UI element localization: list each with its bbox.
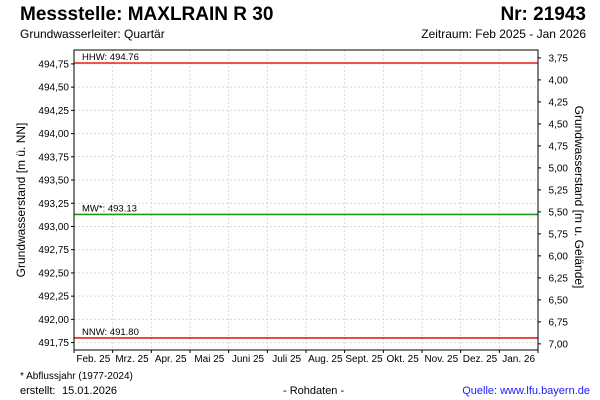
y-tick-label: 494,00: [38, 129, 69, 140]
y2-tick-label: 3,75: [549, 53, 569, 64]
page-title: Messstelle: MAXLRAIN R 30: [20, 4, 274, 25]
y2-tick-label: 5,25: [549, 185, 569, 196]
y2-tick-label: 6,75: [549, 317, 569, 328]
x-tick-label: Juni 25: [232, 354, 265, 365]
x-tick-label: Feb. 25: [76, 354, 110, 365]
y2-tick-label: 4,25: [549, 97, 569, 108]
reference-line-label: HHW: 494.76: [82, 52, 139, 63]
footnote: * Abflussjahr (1977-2024): [20, 371, 133, 382]
period-label: Zeitraum: Feb 2025 - Jan 2026: [421, 27, 586, 41]
x-tick-label: Jan. 26: [502, 354, 535, 365]
y2-tick-label: 5,00: [549, 163, 569, 174]
y-axis-label-right: Grundwasserstand [m u. Gelände]: [572, 106, 586, 289]
x-tick-label: Nov. 25: [424, 354, 458, 365]
y-tick-label: 491,75: [38, 338, 69, 349]
y-axis-right: 3,75 4,00 4,25 4,50 4,75 5,00 5,25 5,50 5,75 6,00…: [538, 53, 568, 350]
y-axis-left: 494,75 494,50 494,25 494,00 493,75 493,50 493,…: [38, 59, 74, 349]
created-date: 15.01.2026: [62, 385, 118, 397]
y-tick-label: 493,50: [38, 176, 69, 187]
y-tick-label: 492,00: [38, 315, 69, 326]
source-link[interactable]: Quelle: www.lfu.bayern.de: [462, 385, 590, 397]
y-tick-label: 492,25: [38, 292, 69, 303]
y-tick-label: 493,00: [38, 222, 69, 233]
y2-tick-label: 5,50: [549, 207, 569, 218]
y-tick-label: 493,75: [38, 152, 69, 163]
y2-tick-label: 4,50: [549, 119, 569, 130]
y-tick-label: 494,25: [38, 106, 69, 117]
reference-lines: HHW: 494.76 MW*: 493.13 NNW: 491.80: [74, 52, 538, 339]
created-label: erstellt:: [20, 385, 56, 397]
y2-tick-label: 4,75: [549, 141, 569, 152]
aquifer-label: Grundwasserleiter: Quartär: [20, 27, 165, 41]
y2-tick-label: 4,00: [549, 75, 569, 86]
x-tick-label: Sept. 25: [345, 354, 383, 365]
y-tick-label: 494,50: [38, 83, 69, 94]
y-tick-label: 494,75: [38, 59, 69, 70]
x-axis: Feb. 25 Mrz. 25 Apr. 25 Mai 25 Juni 25 Juli 2…: [73, 350, 539, 365]
reference-line-label: MW*: 493.13: [82, 203, 137, 214]
x-tick-label: Mai 25: [194, 354, 224, 365]
y2-tick-label: 7,00: [549, 339, 569, 350]
y-axis-label-left: Grundwasserstand [m ü. NN]: [14, 123, 28, 278]
raw-data-note: - Rohdaten -: [283, 385, 345, 397]
y2-tick-label: 5,75: [549, 229, 569, 240]
x-tick-label: Aug. 25: [308, 354, 343, 365]
reference-line-label: NNW: 491.80: [82, 327, 139, 338]
y2-tick-label: 6,00: [549, 251, 569, 262]
y2-tick-label: 6,25: [549, 273, 569, 284]
x-tick-label: Dez. 25: [463, 354, 498, 365]
x-tick-label: Mrz. 25: [115, 354, 149, 365]
x-tick-label: Juli 25: [272, 354, 301, 365]
station-number: Nr: 21943: [500, 4, 586, 25]
y-tick-label: 492,75: [38, 245, 69, 256]
grid-lines: [74, 50, 538, 350]
y-tick-label: 492,50: [38, 268, 69, 279]
y-tick-label: 493,25: [38, 199, 69, 210]
x-tick-label: Okt. 25: [387, 354, 420, 365]
x-tick-label: Apr. 25: [155, 354, 187, 365]
y2-tick-label: 6,50: [549, 295, 569, 306]
